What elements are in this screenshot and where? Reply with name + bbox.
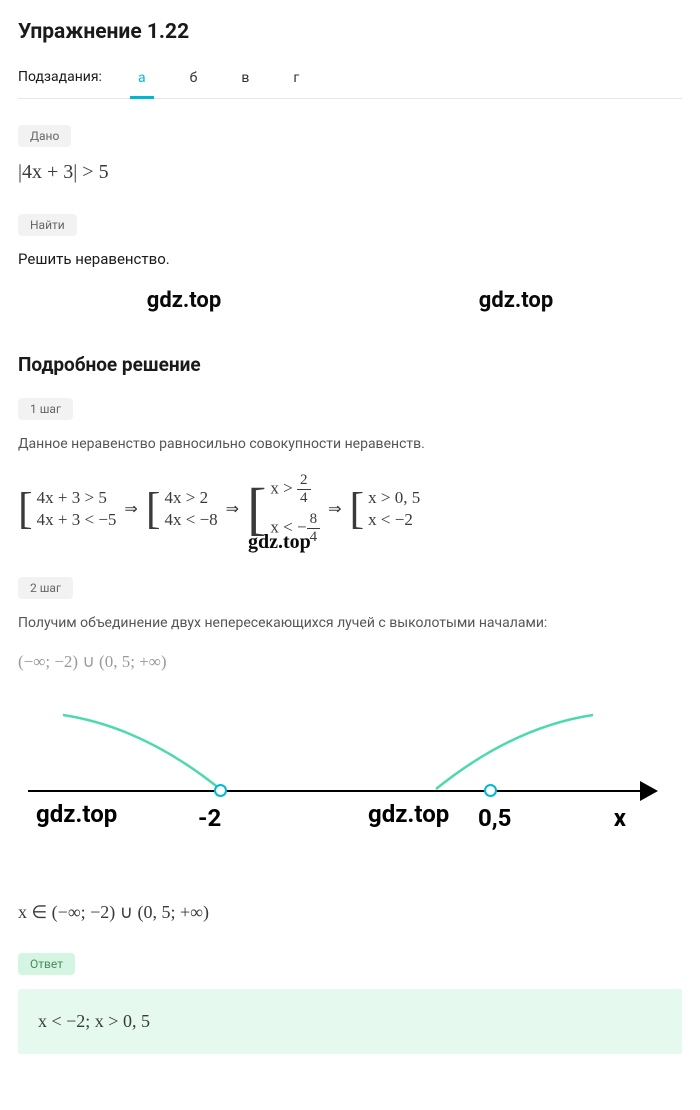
sys-g4-l2: x < −2 — [368, 510, 420, 530]
step1-pill: 1 шаг — [18, 398, 73, 420]
bracket-icon: [ — [146, 491, 161, 526]
axis-line — [28, 790, 648, 792]
given-pill: Дано — [18, 125, 71, 147]
arrow-icon: ⇒ — [226, 499, 239, 519]
arrow-icon: ⇒ — [328, 499, 341, 519]
tab-b[interactable]: б — [182, 66, 206, 99]
label-05: 0,5 — [478, 804, 511, 832]
frac-den: 4 — [300, 490, 308, 506]
bracket-icon: [ — [18, 491, 33, 526]
bracket-icon: [ — [247, 486, 266, 532]
exercise-title: Упражнение 1.22 — [18, 20, 682, 44]
step2-text: Получим объединение двух непересекающихс… — [18, 613, 682, 634]
arrow-icon: ⇒ — [124, 499, 137, 519]
watermark-text: gdz.top — [479, 288, 553, 313]
sys-g3-l1: x > 24 — [270, 473, 320, 506]
find-text: Решить неравенство. — [18, 250, 682, 268]
label-x: x — [614, 804, 626, 832]
watermark-text: gdz.top — [368, 800, 449, 828]
math-system: [ 4x + 3 > 5 4x + 3 < −5 ⇒ [ 4x > 2 4x <… — [18, 473, 682, 545]
step2-interval: (−∞; −2) ∪ (0, 5; +∞) — [18, 652, 682, 672]
subtasks-label: Подзадания: — [18, 69, 102, 95]
tab-a[interactable]: а — [130, 66, 154, 99]
final-interval: x ∈ (−∞; −2) ∪ (0, 5; +∞) — [18, 902, 682, 923]
frac-num: 8 — [307, 512, 321, 529]
tab-v[interactable]: в — [233, 66, 257, 99]
point-minus2 — [214, 784, 227, 797]
axis-arrow-icon — [640, 781, 658, 801]
sys-g1-l1: 4x + 3 > 5 — [37, 488, 117, 508]
solution-title: Подробное решение — [18, 353, 682, 376]
sys-g2-l1: 4x > 2 — [164, 488, 217, 508]
point-05 — [484, 784, 497, 797]
step1-text: Данное неравенство равносильно совокупно… — [18, 434, 682, 455]
answer-box: x < −2; x > 0, 5 — [18, 989, 682, 1054]
sys-g2-l2: 4x < −8 — [164, 510, 217, 530]
watermark-text: gdz.top — [147, 288, 221, 313]
arc-left-icon — [58, 707, 228, 797]
answer-pill: Ответ — [18, 953, 75, 975]
watermark-row: gdz.top gdz.top — [18, 288, 682, 313]
arc-right-icon — [428, 707, 598, 797]
watermark-text: gdz.top — [36, 800, 117, 828]
tab-g[interactable]: г — [285, 66, 307, 99]
label-minus2: -2 — [198, 804, 221, 832]
number-line: -2 0,5 x gdz.top gdz.top — [18, 702, 658, 862]
bracket-icon: [ — [350, 491, 365, 526]
sys-g4-l1: x > 0, 5 — [368, 488, 420, 508]
subtasks-row: Подзадания: а б в г — [18, 66, 682, 99]
sys-g1-l2: 4x + 3 < −5 — [37, 510, 117, 530]
sys-g3-l1-pre: x > — [270, 478, 297, 497]
step2-pill: 2 шаг — [18, 577, 73, 599]
frac-num: 2 — [297, 473, 311, 490]
given-formula: |4x + 3| > 5 — [18, 161, 682, 184]
find-pill: Найти — [18, 214, 77, 236]
watermark-text: gdz.top — [248, 531, 311, 554]
